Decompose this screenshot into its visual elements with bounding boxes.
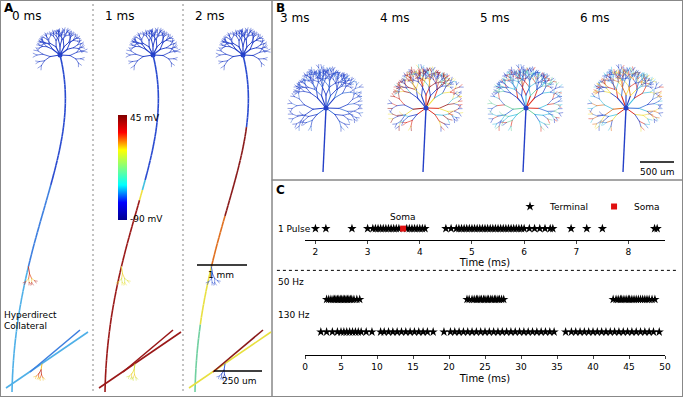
svg-text:10: 10	[371, 362, 383, 372]
svg-text:250 um: 250 um	[222, 376, 257, 386]
svg-text:B: B	[276, 1, 286, 15]
svg-text:-90 mV: -90 mV	[130, 214, 163, 224]
svg-text:Hyperdirect: Hyperdirect	[4, 310, 57, 320]
svg-text:25: 25	[479, 362, 490, 372]
svg-text:35: 35	[551, 362, 562, 372]
svg-text:1 Pulse: 1 Pulse	[278, 224, 311, 234]
svg-text:50 Hz: 50 Hz	[278, 277, 304, 287]
svg-text:130 Hz: 130 Hz	[278, 310, 310, 320]
svg-text:Time (ms): Time (ms)	[459, 257, 511, 268]
svg-text:7: 7	[573, 247, 579, 257]
svg-text:0 ms: 0 ms	[12, 9, 41, 23]
svg-text:Soma: Soma	[390, 212, 416, 222]
svg-text:5 ms: 5 ms	[480, 11, 509, 25]
svg-text:45 mV: 45 mV	[130, 113, 160, 123]
svg-text:Collateral: Collateral	[4, 321, 47, 331]
svg-text:20: 20	[443, 362, 455, 372]
svg-text:2: 2	[313, 247, 319, 257]
svg-text:15: 15	[407, 362, 418, 372]
svg-text:3: 3	[365, 247, 371, 257]
svg-text:1 mm: 1 mm	[208, 270, 234, 280]
svg-text:40: 40	[587, 362, 599, 372]
svg-text:50: 50	[659, 362, 671, 372]
svg-text:45: 45	[623, 362, 634, 372]
svg-text:1 ms: 1 ms	[105, 9, 134, 23]
svg-text:5: 5	[469, 247, 475, 257]
svg-text:6 ms: 6 ms	[580, 11, 609, 25]
svg-text:8: 8	[626, 247, 632, 257]
svg-text:500 um: 500 um	[640, 167, 675, 177]
svg-text:Time (ms): Time (ms)	[459, 373, 511, 384]
svg-text:4: 4	[417, 247, 423, 257]
svg-text:3 ms: 3 ms	[280, 11, 309, 25]
svg-text:2 ms: 2 ms	[195, 9, 224, 23]
svg-text:4 ms: 4 ms	[380, 11, 409, 25]
svg-text:5: 5	[338, 362, 344, 372]
svg-text:30: 30	[515, 362, 527, 372]
svg-text:Soma: Soma	[634, 202, 660, 212]
svg-text:6: 6	[521, 247, 527, 257]
svg-text:C: C	[276, 183, 285, 197]
svg-text:Terminal: Terminal	[549, 202, 588, 212]
svg-text:A: A	[4, 1, 14, 15]
svg-text:0: 0	[302, 362, 308, 372]
